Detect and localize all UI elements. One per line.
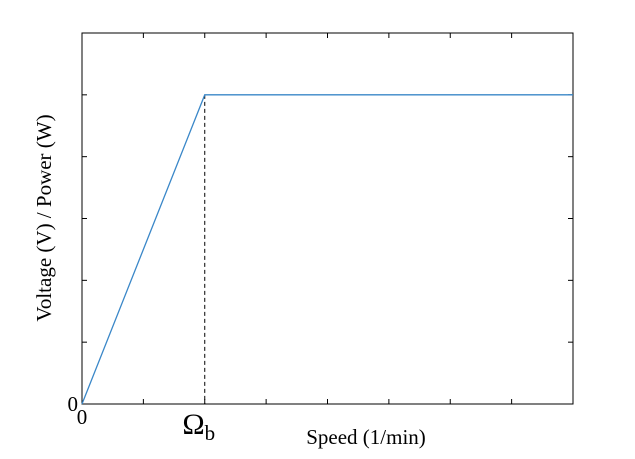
y-tick-label-zero: 0 (68, 392, 79, 416)
base-speed-symbol: Ω (182, 408, 204, 441)
tick-marks (82, 33, 573, 404)
y-axis-label: Voltage (V) / Power (W) (32, 114, 56, 321)
x-tick-label-zero: 0 (77, 405, 88, 429)
base-speed-subscript: b (205, 421, 216, 445)
series-line (81, 94, 573, 405)
base-speed-label: Ωb (182, 408, 215, 445)
x-axis-label: Speed (1/min) (306, 425, 426, 449)
